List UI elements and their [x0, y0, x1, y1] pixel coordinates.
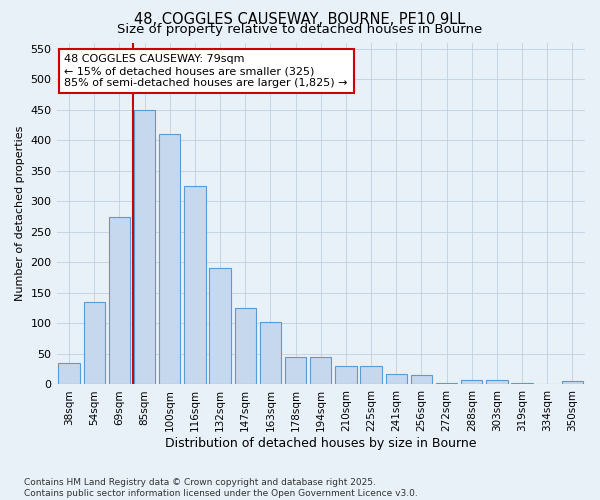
Bar	[310, 357, 331, 384]
Bar	[562, 382, 583, 384]
Bar	[461, 380, 482, 384]
Bar	[511, 383, 533, 384]
Bar	[109, 216, 130, 384]
Bar	[486, 380, 508, 384]
Bar	[361, 366, 382, 384]
Bar	[386, 374, 407, 384]
Bar	[83, 302, 105, 384]
Text: 48 COGGLES CAUSEWAY: 79sqm
← 15% of detached houses are smaller (325)
85% of sem: 48 COGGLES CAUSEWAY: 79sqm ← 15% of deta…	[64, 54, 348, 88]
Bar	[285, 357, 307, 384]
Bar	[335, 366, 356, 384]
Bar	[260, 322, 281, 384]
Text: Size of property relative to detached houses in Bourne: Size of property relative to detached ho…	[118, 22, 482, 36]
Bar	[209, 268, 231, 384]
Bar	[58, 363, 80, 384]
Bar	[235, 308, 256, 384]
Bar	[159, 134, 181, 384]
Bar	[411, 374, 432, 384]
X-axis label: Distribution of detached houses by size in Bourne: Distribution of detached houses by size …	[165, 437, 476, 450]
Bar	[184, 186, 206, 384]
Bar	[436, 382, 457, 384]
Bar	[134, 110, 155, 384]
Text: Contains HM Land Registry data © Crown copyright and database right 2025.
Contai: Contains HM Land Registry data © Crown c…	[24, 478, 418, 498]
Text: 48, COGGLES CAUSEWAY, BOURNE, PE10 9LL: 48, COGGLES CAUSEWAY, BOURNE, PE10 9LL	[134, 12, 466, 28]
Y-axis label: Number of detached properties: Number of detached properties	[15, 126, 25, 301]
